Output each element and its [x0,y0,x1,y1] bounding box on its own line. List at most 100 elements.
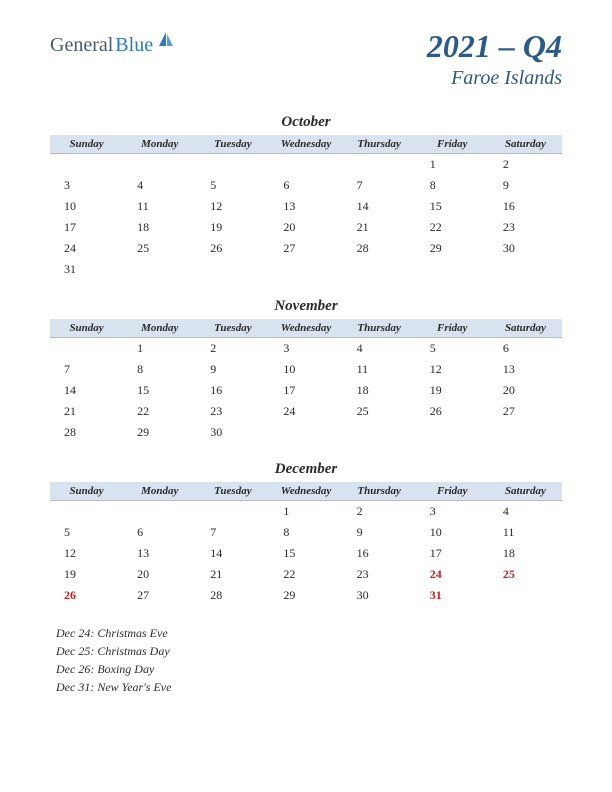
day-header: Monday [123,319,196,338]
calendar-cell: 10 [269,359,342,380]
calendar-cell: 16 [196,380,269,401]
calendar-cell: 24 [269,401,342,422]
calendar-cell: 21 [343,217,416,238]
calendar-cell: 29 [416,238,489,259]
calendar-row: 17181920212223 [50,217,562,238]
calendar-cell: 23 [196,401,269,422]
calendar-cell: 9 [489,175,562,196]
calendar-cell [123,154,196,176]
calendar-row: 262728293031 [50,585,562,606]
day-header: Tuesday [196,482,269,501]
header: General Blue 2021 – Q4 Faroe Islands [50,28,562,90]
holiday-list: Dec 24: Christmas EveDec 25: Christmas D… [50,624,562,696]
calendar-cell: 6 [489,338,562,360]
calendar-cell: 7 [50,359,123,380]
calendar-table: SundayMondayTuesdayWednesdayThursdayFrid… [50,319,562,443]
day-header: Sunday [50,319,123,338]
calendar-cell: 11 [123,196,196,217]
calendar-cell [196,259,269,280]
calendar-row: 31 [50,259,562,280]
calendar-row: 567891011 [50,522,562,543]
calendar-cell [50,154,123,176]
calendar-cell: 3 [50,175,123,196]
calendar-cell: 27 [269,238,342,259]
calendar-table: SundayMondayTuesdayWednesdayThursdayFrid… [50,482,562,606]
calendar-cell: 13 [489,359,562,380]
calendar-cell: 12 [416,359,489,380]
calendar-cell: 2 [196,338,269,360]
calendar-cell: 14 [50,380,123,401]
calendar-cell [123,501,196,523]
calendar-cell: 20 [123,564,196,585]
calendar-row: 19202122232425 [50,564,562,585]
day-header: Tuesday [196,135,269,154]
calendar-cell: 5 [416,338,489,360]
calendar-cell: 14 [196,543,269,564]
calendar-cell: 25 [343,401,416,422]
calendar-cell: 4 [343,338,416,360]
calendar-cell [489,422,562,443]
month-block: October SundayMondayTuesdayWednesdayThurs… [50,114,562,280]
calendar-cell: 17 [50,217,123,238]
day-header: Wednesday [269,482,342,501]
calendar-cell: 13 [123,543,196,564]
calendar-cell: 24 [50,238,123,259]
day-header: Monday [123,482,196,501]
calendar-cell: 1 [416,154,489,176]
calendar-cell: 23 [343,564,416,585]
calendar-cell: 5 [196,175,269,196]
calendar-cell: 13 [269,196,342,217]
location: Faroe Islands [427,67,562,90]
day-header: Saturday [489,135,562,154]
day-header: Wednesday [269,135,342,154]
calendar-cell: 2 [489,154,562,176]
calendar-cell [489,259,562,280]
logo-sail-icon [157,30,175,53]
calendar-cell [269,422,342,443]
month-name: November [50,298,562,315]
calendar-cell: 25 [489,564,562,585]
calendar-cell: 25 [123,238,196,259]
calendar-cell: 21 [196,564,269,585]
calendar-cell: 24 [416,564,489,585]
calendar-row: 282930 [50,422,562,443]
calendar-cell: 27 [123,585,196,606]
month-name: October [50,114,562,131]
calendar-cell: 6 [269,175,342,196]
months-container: OctoberSundayMondayTuesdayWednesdayThurs… [50,114,562,606]
calendar-cell: 7 [196,522,269,543]
month-block: DecemberSundayMondayTuesdayWednesdayThur… [50,461,562,606]
calendar-cell: 20 [269,217,342,238]
calendar-cell: 28 [196,585,269,606]
calendar-cell [416,259,489,280]
calendar-row: 123456 [50,338,562,360]
day-header: Monday [123,135,196,154]
calendar-cell [489,585,562,606]
calendar-row: 12 [50,154,562,176]
day-header: Friday [416,319,489,338]
day-header: Sunday [50,482,123,501]
calendar-row: 1234 [50,501,562,523]
calendar-cell [269,259,342,280]
calendar-cell: 21 [50,401,123,422]
calendar-cell: 17 [269,380,342,401]
calendar-cell [416,422,489,443]
day-header: Thursday [343,135,416,154]
calendar-cell [343,422,416,443]
calendar-cell [50,501,123,523]
day-header: Friday [416,135,489,154]
calendar-row: 14151617181920 [50,380,562,401]
calendar-cell: 18 [123,217,196,238]
calendar-cell: 22 [416,217,489,238]
calendar-cell: 30 [489,238,562,259]
day-header: Saturday [489,482,562,501]
calendar-cell: 12 [50,543,123,564]
calendar-row: 12131415161718 [50,543,562,564]
calendar-row: 21222324252627 [50,401,562,422]
calendar-cell: 16 [343,543,416,564]
title-block: 2021 – Q4 Faroe Islands [427,28,562,90]
day-header: Sunday [50,135,123,154]
calendar-table: SundayMondayTuesdayWednesdayThursdayFrid… [50,135,562,280]
holiday-entry: Dec 25: Christmas Day [56,642,562,660]
calendar-cell: 14 [343,196,416,217]
